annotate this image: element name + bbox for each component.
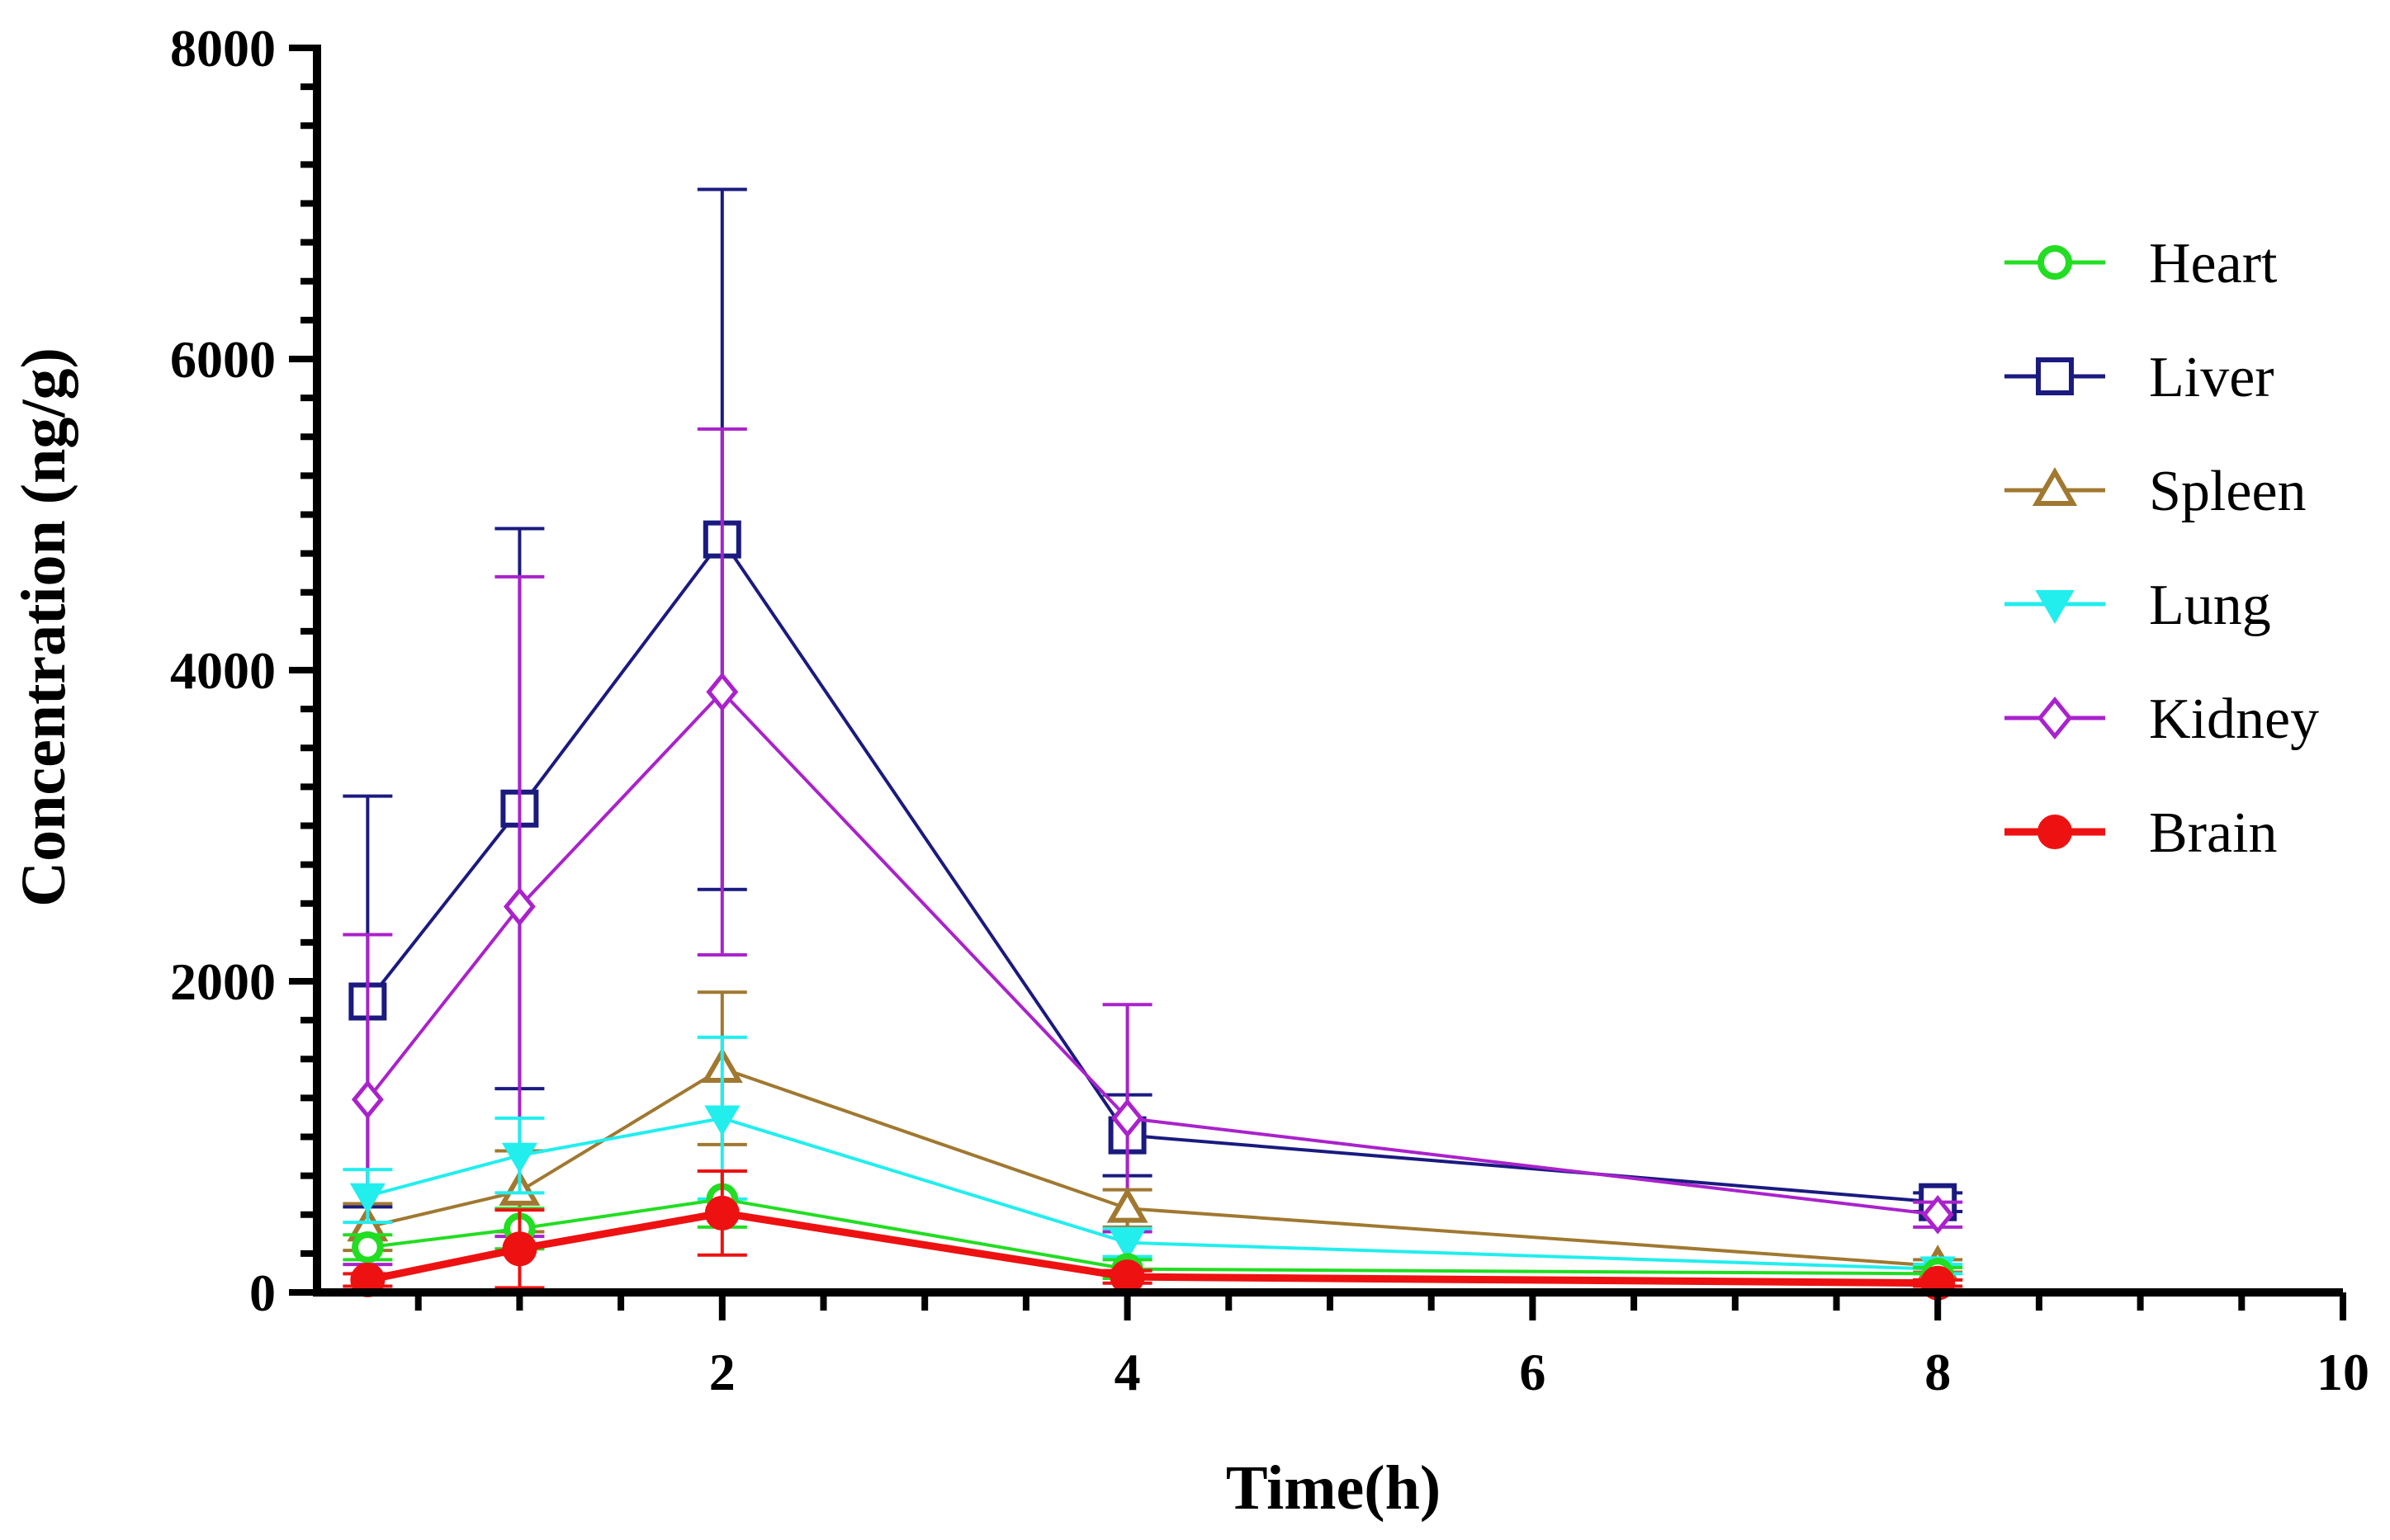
- lung-point: [501, 1142, 537, 1174]
- x-tick-label: 8: [1924, 1343, 1951, 1401]
- y-tick-label: 2000: [170, 952, 276, 1011]
- legend-label: Brain: [2149, 801, 2278, 865]
- kidney-point: [706, 672, 739, 712]
- legend-label: Kidney: [2149, 687, 2319, 751]
- legend-label: Heart: [2149, 232, 2278, 295]
- y-tick-label: 4000: [170, 641, 276, 700]
- x-tick-label: 10: [2317, 1343, 2369, 1401]
- legend-marker: [2036, 357, 2074, 395]
- legend: Heart Liver Spleen Lung Kidney Brain: [2004, 232, 2319, 865]
- kidney-point: [1111, 1098, 1144, 1138]
- liver-line: [366, 537, 1938, 1204]
- x-tick-label: 2: [709, 1343, 736, 1401]
- brain-point: [704, 1195, 740, 1231]
- series-brain: [343, 1169, 1963, 1301]
- lung-point: [349, 1183, 386, 1214]
- series-lung: [343, 1035, 1963, 1287]
- legend-item-lung: Lung: [2004, 574, 2271, 637]
- legend-label: Spleen: [2149, 460, 2307, 523]
- lung-line: [367, 1116, 1938, 1271]
- legend-item-heart: Heart: [2004, 232, 2278, 295]
- y-axis-title: Concentration (ng/g): [9, 347, 78, 907]
- x-axis-title: Time(h): [1226, 1453, 1441, 1523]
- legend-item-liver: Liver: [2004, 346, 2274, 409]
- legend-label: Liver: [2149, 346, 2274, 409]
- kidney-point: [503, 886, 536, 927]
- y-tick-label: 8000: [170, 19, 276, 78]
- y-tick-label: 0: [249, 1264, 276, 1322]
- legend-marker: [2037, 697, 2073, 739]
- spleen-point: [1106, 1187, 1148, 1223]
- kidney-point: [351, 1079, 384, 1120]
- lung-point: [1110, 1230, 1146, 1261]
- legend-marker: [2037, 245, 2072, 280]
- series-kidney: [343, 427, 1963, 1267]
- x-tick-label: 6: [1519, 1343, 1545, 1401]
- legend-label: Lung: [2149, 574, 2271, 637]
- brain-point: [502, 1231, 537, 1267]
- legend-item-kidney: Kidney: [2004, 687, 2319, 751]
- series-liver: [343, 187, 1963, 1221]
- legend-item-brain: Brain: [2004, 801, 2278, 865]
- legend-marker: [2032, 467, 2078, 506]
- axis-ticks: 0 2000 4000 6000 8000 2 4 6 8 10: [170, 19, 2369, 1401]
- legend-marker: [2037, 815, 2072, 849]
- y-tick-label: 6000: [170, 330, 276, 389]
- kidney-point: [1921, 1195, 1954, 1235]
- legend-item-spleen: Spleen: [2004, 460, 2307, 523]
- axes: [313, 45, 2343, 1297]
- legend-marker: [2035, 590, 2075, 624]
- plot-area: [343, 187, 1963, 1301]
- heart-point: [352, 1231, 384, 1264]
- lung-point: [704, 1105, 741, 1136]
- x-tick-label: 4: [1115, 1343, 1141, 1401]
